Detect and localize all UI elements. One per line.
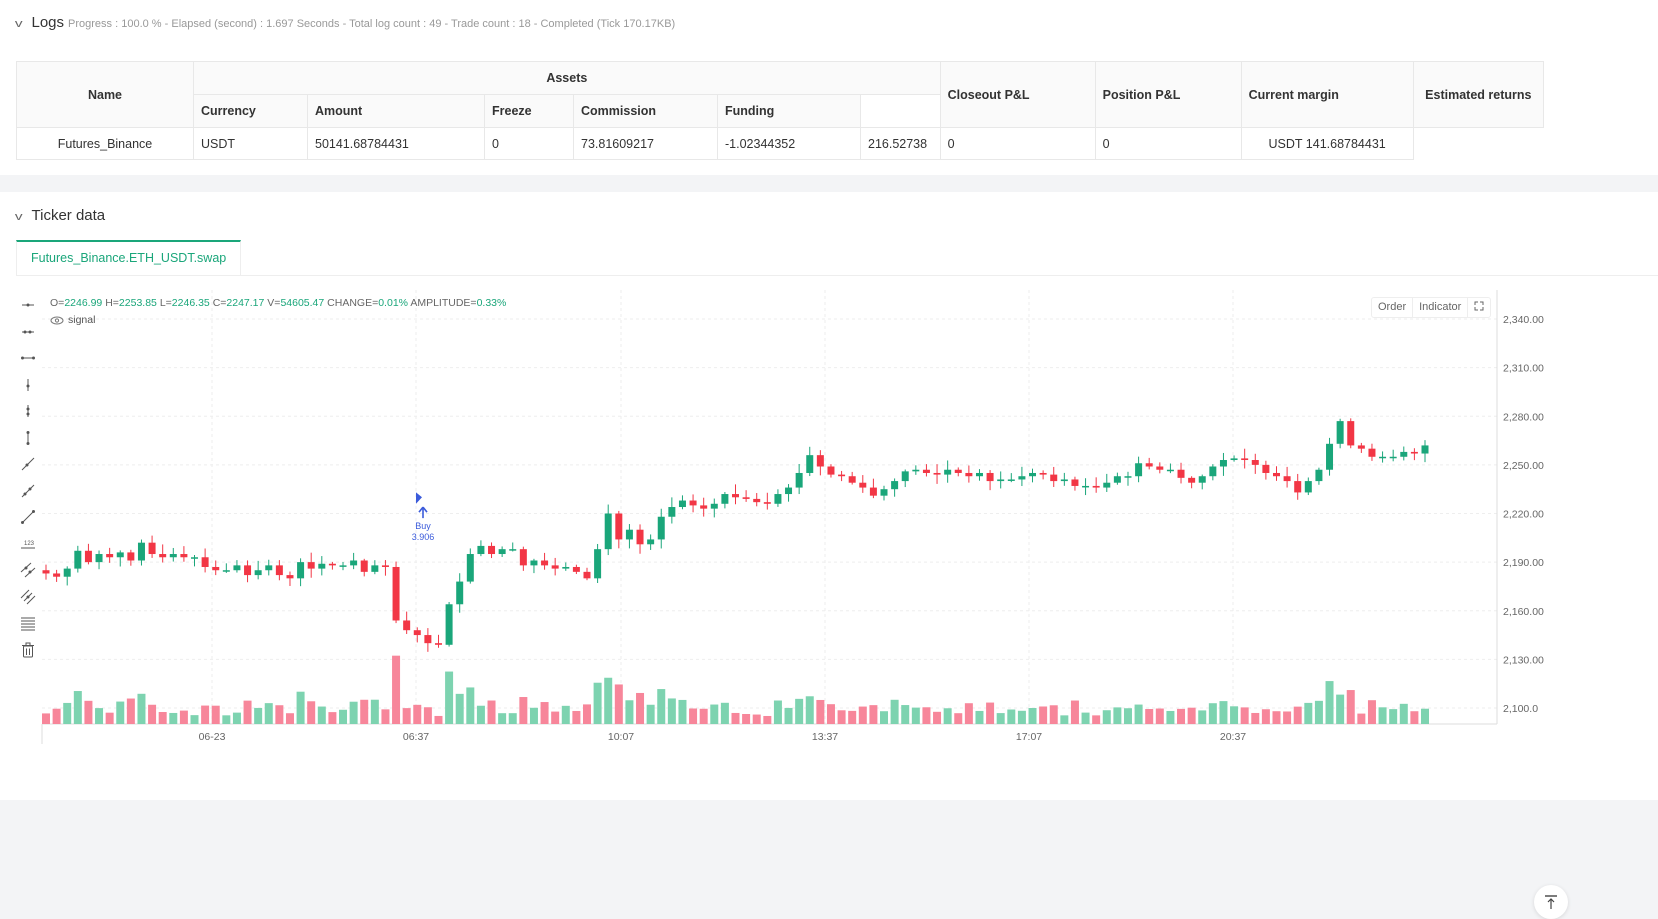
change-label: CHANGE=	[327, 297, 379, 309]
header-commission: Commission	[573, 94, 718, 128]
vertical-ray-icon[interactable]	[16, 372, 40, 399]
logs-panel: v Logs Progress : 100.0 % - Elapsed (sec…	[0, 0, 1658, 175]
logs-title: Logs	[31, 14, 65, 31]
amplitude-value: 0.33%	[476, 297, 507, 309]
cell-commission: 73.81609217	[573, 127, 718, 160]
amplitude-label: AMPLITUDE=	[410, 297, 477, 309]
y-axis-label: 2,100.0	[1503, 703, 1538, 715]
x-axis-label: 10:07	[608, 731, 634, 743]
trend-segment-icon[interactable]	[16, 478, 40, 505]
ticker-header[interactable]: v Ticker data	[14, 207, 106, 224]
scroll-to-top-button[interactable]	[1534, 885, 1568, 919]
open-label: O=	[50, 297, 65, 309]
fullscreen-icon	[1474, 301, 1484, 311]
y-axis-label: 2,250.00	[1503, 460, 1544, 472]
signal-label: signal	[68, 314, 96, 326]
y-axis-label: 2,310.00	[1503, 363, 1544, 375]
cell-closeout-pnl: 216.52738	[860, 127, 941, 160]
signal-indicator[interactable]: signal	[50, 314, 95, 326]
y-axis-label: 2,130.00	[1503, 654, 1544, 666]
tab-eth-usdt-swap[interactable]: Futures_Binance.ETH_USDT.swap	[16, 240, 242, 275]
tab-divider	[16, 275, 1658, 276]
logs-meta: Progress : 100.0 % - Elapsed (second) : …	[68, 18, 676, 30]
trend-ray-icon[interactable]	[16, 451, 40, 478]
header-name: Name	[16, 61, 194, 128]
header-position-pnl: Position P&L	[1094, 61, 1242, 128]
volume-value: 54605.47	[280, 297, 325, 309]
ohlc-readout: O=2246.99 H=2253.85 L=2246.35 C=2247.17 …	[50, 297, 506, 309]
horizontal-ray-icon[interactable]	[16, 292, 40, 319]
y-axis-label: 2,340.00	[1503, 314, 1544, 326]
assets-table: Name Assets Closeout P&L Position P&L Cu…	[16, 61, 1545, 160]
trash-icon[interactable]	[16, 637, 40, 664]
header-estimated-returns: Estimated returns	[1412, 61, 1545, 128]
open-value: 2246.99	[64, 297, 103, 309]
chart-controls: Order Indicator	[1371, 297, 1492, 318]
y-axis-label: 2,190.00	[1503, 557, 1544, 569]
header-assets: Assets	[193, 61, 941, 95]
low-label: L=	[159, 297, 172, 309]
y-axis-label: 2,220.00	[1503, 509, 1544, 521]
x-axis-label: 06-23	[199, 731, 226, 743]
buy-marker-label: Buy	[415, 521, 431, 531]
x-axis-label: 17:07	[1016, 731, 1042, 743]
cell-freeze: 0	[484, 127, 574, 160]
change-value: 0.01%	[378, 297, 408, 309]
vertical-line-icon[interactable]	[16, 425, 40, 452]
price-label-icon[interactable]: 123	[16, 531, 40, 558]
drawing-toolbar: 123	[16, 292, 40, 663]
buy-marker-value: 3.906	[412, 532, 435, 542]
logs-header[interactable]: v Logs Progress : 100.0 % - Elapsed (sec…	[14, 14, 676, 31]
close-label: C=	[212, 297, 227, 309]
chevron-down-icon[interactable]: v	[14, 18, 23, 30]
svg-text:123: 123	[24, 541, 35, 547]
buy-arrow-icon	[418, 506, 428, 519]
header-current-margin: Current margin	[1240, 61, 1414, 128]
ticker-title: Ticker data	[31, 207, 106, 224]
x-axis-label: 20:37	[1220, 731, 1246, 743]
buy-flag-icon	[416, 492, 422, 504]
high-label: H=	[105, 297, 119, 309]
order-button[interactable]: Order	[1372, 298, 1414, 317]
low-value: 2246.35	[171, 297, 210, 309]
vertical-segment-icon[interactable]	[16, 398, 40, 425]
x-axis-label: 06:37	[403, 731, 429, 743]
arrow-up-icon	[1545, 895, 1557, 909]
cell-position-pnl: 0	[939, 127, 1096, 160]
indicator-button[interactable]: Indicator	[1413, 298, 1469, 317]
header-freeze: Freeze	[484, 94, 574, 128]
header-currency: Currency	[193, 94, 308, 128]
header-closeout-pnl: Closeout P&L	[939, 61, 1096, 128]
fibonacci-icon[interactable]	[16, 610, 40, 637]
cell-currency: USDT	[193, 127, 308, 160]
cell-amount: 50141.68784431	[307, 127, 485, 160]
multi-channel-icon[interactable]	[16, 584, 40, 611]
chevron-down-icon[interactable]: v	[14, 211, 23, 223]
header-funding: Funding	[717, 94, 861, 128]
trend-line-icon[interactable]	[16, 504, 40, 531]
cell-funding: -1.02344352	[717, 127, 861, 160]
eye-icon[interactable]	[50, 316, 64, 325]
table-row: Futures_Binance USDT 50141.68784431 0 73…	[16, 127, 1544, 160]
horizontal-line-icon[interactable]	[16, 345, 40, 372]
ticker-panel: v Ticker data Futures_Binance.ETH_USDT.s…	[0, 192, 1658, 919]
horizontal-segment-icon[interactable]	[16, 319, 40, 346]
high-value: 2253.85	[118, 297, 157, 309]
close-value: 2247.17	[226, 297, 265, 309]
cell-name: Futures_Binance	[16, 127, 194, 160]
parallel-channel-icon[interactable]	[16, 557, 40, 584]
y-axis-label: 2,160.00	[1503, 606, 1544, 618]
cell-current-margin: 0	[1094, 127, 1242, 160]
header-amount: Amount	[307, 94, 485, 128]
y-axis-label: 2,280.00	[1503, 411, 1544, 423]
candlestick-chart[interactable]: 2,340.00 2,310.00 2,280.00 2,250.00 2,220.00…	[0, 192, 1658, 800]
volume-label: V=	[267, 297, 281, 309]
cell-estimated-returns: USDT 141.68784431	[1240, 127, 1414, 160]
x-axis-label: 13:37	[812, 731, 838, 743]
fullscreen-button[interactable]	[1468, 298, 1490, 317]
